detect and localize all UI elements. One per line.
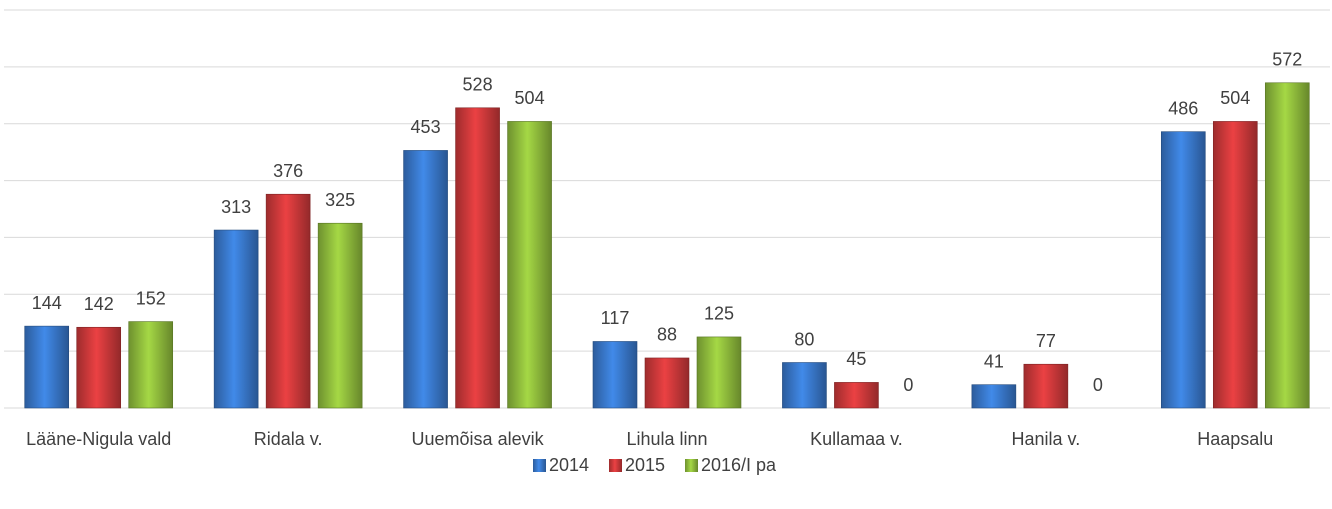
data-label: 80 xyxy=(794,329,814,349)
bar xyxy=(455,107,500,409)
bar xyxy=(1264,82,1310,409)
bar xyxy=(24,325,70,409)
data-label: 142 xyxy=(84,294,114,314)
bar xyxy=(696,336,742,409)
bar xyxy=(1023,363,1069,409)
data-label: 88 xyxy=(657,325,677,345)
legend-label: 2015 xyxy=(625,455,665,475)
x-tick-label: Lihula linn xyxy=(626,429,707,449)
data-label: 528 xyxy=(463,75,493,95)
legend-label: 2014 xyxy=(549,455,589,475)
x-tick-label: Haapsalu xyxy=(1197,429,1273,449)
legend-swatch xyxy=(533,459,546,472)
x-tick-label: Uuemõisa alevik xyxy=(412,429,545,449)
legend-swatch xyxy=(609,459,622,472)
data-label: 125 xyxy=(704,304,734,324)
bar xyxy=(128,321,174,409)
bar xyxy=(507,121,552,409)
data-label: 77 xyxy=(1036,331,1056,351)
bar xyxy=(1160,131,1206,409)
data-label: 504 xyxy=(515,88,545,108)
data-label: 144 xyxy=(32,293,62,313)
data-label: 376 xyxy=(273,161,303,181)
bar xyxy=(782,362,827,409)
bar xyxy=(592,341,638,409)
bar xyxy=(1212,121,1258,409)
legend-swatch xyxy=(685,459,698,472)
bar xyxy=(403,150,448,409)
x-tick-label: Kullamaa v. xyxy=(810,429,903,449)
legend-label: 2016/I pa xyxy=(701,455,777,475)
bar xyxy=(317,222,363,409)
bar xyxy=(834,382,879,409)
x-tick-label: Hanila v. xyxy=(1012,429,1081,449)
data-label: 453 xyxy=(411,117,441,137)
data-label: 325 xyxy=(325,190,355,210)
data-label: 572 xyxy=(1272,50,1302,70)
data-label: 504 xyxy=(1220,88,1250,108)
bar xyxy=(265,193,311,409)
data-label: 0 xyxy=(903,375,913,395)
bar xyxy=(971,384,1017,409)
data-label: 41 xyxy=(984,351,1004,371)
x-tick-label: Lääne-Nigula vald xyxy=(26,429,171,449)
bar xyxy=(213,229,259,409)
bar xyxy=(644,357,690,409)
bar xyxy=(76,326,122,409)
data-label: 152 xyxy=(136,288,166,308)
data-label: 313 xyxy=(221,197,251,217)
data-label: 45 xyxy=(846,349,866,369)
x-tick-label: Ridala v. xyxy=(254,429,323,449)
data-label: 0 xyxy=(1093,375,1103,395)
data-label: 117 xyxy=(601,308,630,328)
data-label: 486 xyxy=(1168,98,1198,118)
